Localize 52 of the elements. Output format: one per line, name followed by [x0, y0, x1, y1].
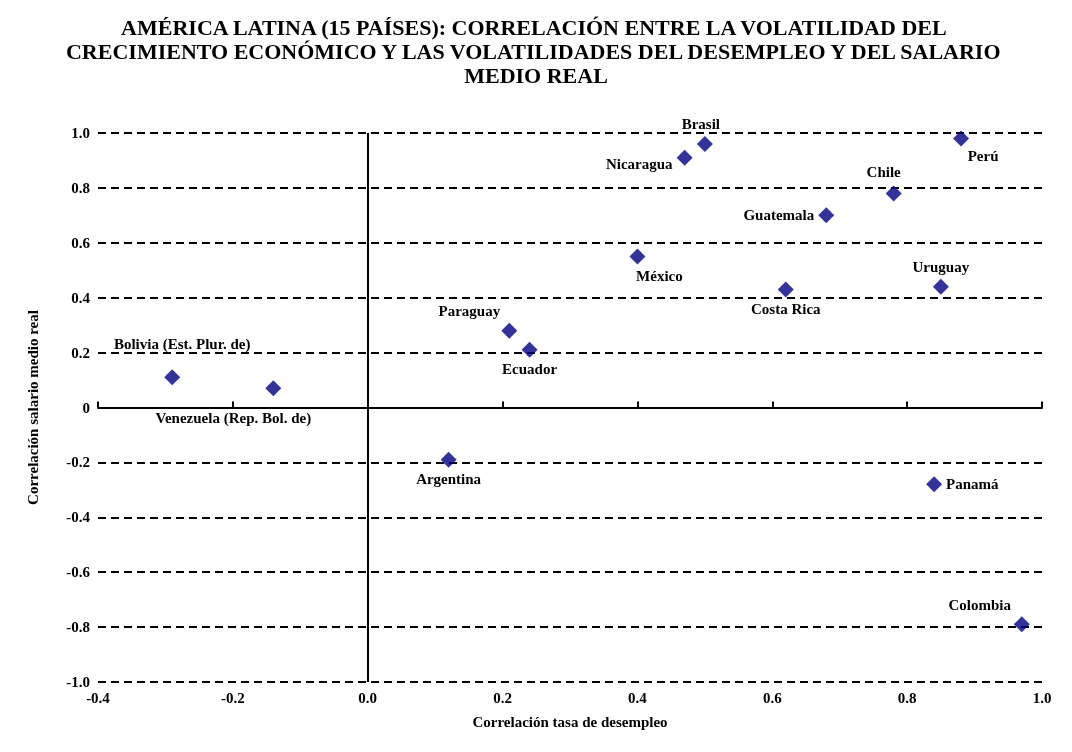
x-tick-label: 1.0: [1032, 689, 1052, 706]
x-tick-label: -0.4: [86, 689, 111, 706]
y-tick-label: 0: [82, 399, 90, 416]
y-tick-label: 0.6: [71, 234, 91, 251]
point: [885, 185, 902, 202]
y-axis-title: Correlación salario medio real: [24, 310, 41, 505]
point: [1013, 616, 1030, 633]
annotation: Argentina: [416, 471, 482, 488]
point: [932, 278, 949, 295]
point: [676, 149, 693, 166]
point: [501, 322, 518, 339]
point: [777, 281, 794, 298]
y-tick-label: 0.8: [71, 179, 90, 196]
x-axis-title: Correlación tasa de desempleo: [472, 713, 668, 730]
point: [953, 130, 970, 147]
annotation: Panamá: [946, 476, 1000, 493]
y-tick-label: -0.6: [66, 564, 91, 581]
annotation: Perú: [967, 147, 999, 164]
y-tick-label: 0.2: [71, 344, 90, 361]
point: [818, 207, 835, 224]
annotation: Guatemala: [743, 207, 815, 224]
point: [696, 135, 713, 152]
point: [629, 248, 646, 265]
y-tick-label: -0.8: [66, 619, 90, 636]
x-tick-label: 0.6: [762, 689, 783, 706]
annotation: Nicaragua: [605, 155, 674, 172]
x-tick-label: 0.0: [358, 689, 378, 706]
annotation: Uruguay: [912, 259, 970, 276]
annotation: Venezuela (Rep. Bol. de): [155, 409, 312, 427]
annotation: Ecuador: [502, 361, 558, 378]
x-tick-label: 0.4: [628, 689, 648, 706]
point: [926, 476, 943, 493]
annotation: Bolivia (Est. Plur. de): [113, 335, 251, 353]
point: [265, 380, 282, 397]
annotation: Costa Rica: [750, 300, 822, 317]
y-tick-label: 0.4: [71, 289, 91, 306]
y-tick-label: -0.4: [66, 509, 91, 526]
point: [521, 341, 538, 358]
point: [164, 369, 181, 386]
chart-title: AMÉRICA LATINA (15 PAÍSES): CORRELACIÓN ENTRE LA VOLATILIDAD DEL CRECIMIENTO ECONÓMICO Y LAS VOLATILIDADES DEL DESEMPLEO Y DEL SALARIO MEDIO REAL: [65, 14, 1007, 88]
x-tick-label: 0.2: [493, 689, 512, 706]
annotation: México: [636, 268, 683, 285]
point: [440, 451, 457, 468]
x-tick-label: -0.2: [220, 689, 245, 706]
y-tick-label: -0.2: [66, 454, 90, 471]
annotation: Chile: [866, 163, 902, 180]
annotation: Brasil: [681, 116, 721, 133]
y-tick-label: -1.0: [66, 674, 90, 690]
annotation: Colombia: [948, 596, 1012, 613]
annotation: Paraguay: [438, 303, 501, 320]
x-tick-label: 0.8: [897, 689, 917, 706]
y-tick-label: 1.0: [71, 125, 90, 141]
